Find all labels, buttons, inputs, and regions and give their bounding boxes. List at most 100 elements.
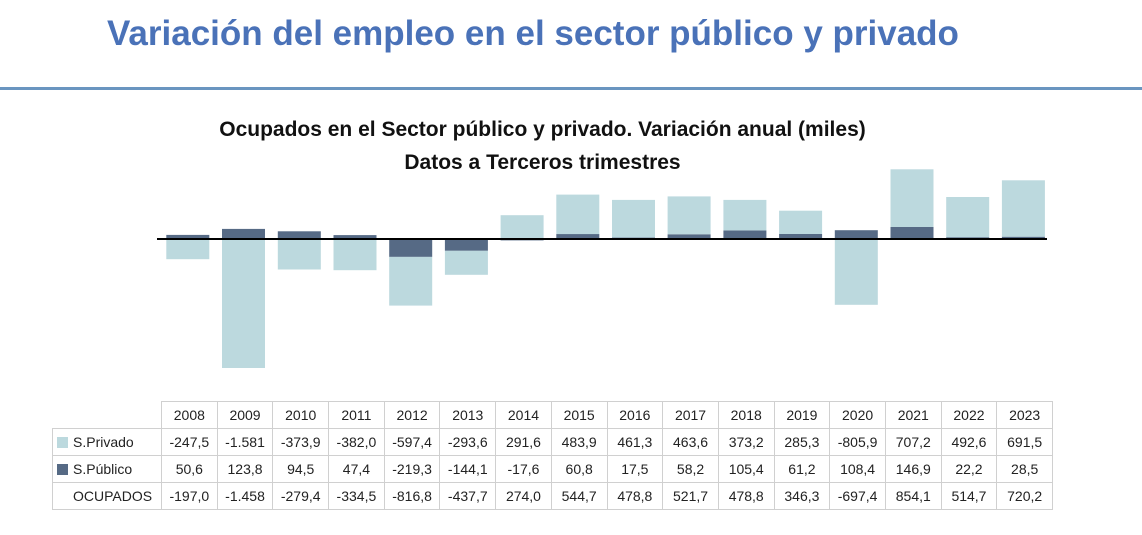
year-header: 2017 <box>662 401 719 429</box>
year-header: 2015 <box>550 401 608 429</box>
bar-privado <box>166 239 210 260</box>
legend-label: OCUPADOS <box>73 488 153 504</box>
bar-publico <box>277 231 321 239</box>
row-ocupados: OCUPADOS -197,0 -1.458 -279,4 -334,5 -816,8 -4… <box>52 482 1053 510</box>
data-cell: -334,5 <box>328 482 385 510</box>
data-cell: -697,4 <box>829 482 886 510</box>
year-header: 2013 <box>439 401 497 429</box>
data-cell: 146,9 <box>884 455 942 483</box>
bar-privado <box>890 169 934 227</box>
data-cell: -816,8 <box>383 482 441 510</box>
row-privado: S.Privado -247,5 -1.581 -373,9 -382,0 -597,4-… <box>52 428 1053 456</box>
year-header: 2019 <box>773 401 831 429</box>
row-label: OCUPADOS <box>52 482 162 510</box>
year-header: 2018 <box>717 401 775 429</box>
year-header: 2020 <box>829 401 886 429</box>
year-header: 2009 <box>216 401 274 429</box>
year-header: 2022 <box>940 401 998 429</box>
bar-publico <box>667 234 711 239</box>
data-cell: 463,6 <box>662 428 719 456</box>
data-cell: 544,7 <box>550 482 608 510</box>
legend-label: S.Público <box>73 461 133 477</box>
bar-publico <box>444 239 488 251</box>
data-cell: 274,0 <box>495 482 552 510</box>
data-cell: 108,4 <box>829 455 886 483</box>
bar-publico <box>779 234 823 239</box>
bar-privado <box>500 215 544 239</box>
bar-publico <box>723 230 767 239</box>
year-header: 2012 <box>383 401 441 429</box>
bar-publico <box>890 227 934 239</box>
bar-privado <box>1001 180 1045 237</box>
year-header: 2021 <box>884 401 942 429</box>
data-cell: -437,7 <box>439 482 497 510</box>
stacked-bar-chart <box>157 169 1047 368</box>
data-cell: -144,1 <box>439 455 497 483</box>
bar-privado <box>779 210 823 234</box>
data-cell: 461,3 <box>606 428 664 456</box>
data-cell: 123,8 <box>216 455 274 483</box>
data-cell: 854,1 <box>884 482 942 510</box>
bar-privado <box>946 197 990 238</box>
data-cell: -279,4 <box>272 482 330 510</box>
year-header: 2023 <box>996 401 1053 429</box>
data-cell: 47,4 <box>328 455 385 483</box>
bar-privado <box>723 199 767 231</box>
bar-publico <box>166 234 210 239</box>
bar-publico <box>1001 236 1045 239</box>
bar-privado <box>667 196 711 235</box>
bar-publico <box>389 239 433 257</box>
bar-privado <box>612 199 655 238</box>
legend-swatch <box>57 437 68 448</box>
bar-publico <box>834 230 878 239</box>
data-cell: -247,5 <box>161 428 218 456</box>
row-label: S.Privado <box>52 428 162 456</box>
row-publico: S.Público 50,6 123,8 94,5 47,4 -219,3 -144,1 -1… <box>52 455 1053 483</box>
data-cell: 521,7 <box>662 482 719 510</box>
data-cell: 28,5 <box>996 455 1053 483</box>
bar-privado <box>834 239 878 305</box>
data-cell: 291,6 <box>495 428 552 456</box>
data-cell: 60,8 <box>550 455 608 483</box>
data-cell: 720,2 <box>996 482 1053 510</box>
legend-swatch <box>57 464 68 475</box>
bar-privado <box>444 250 488 275</box>
data-cell: 483,9 <box>550 428 608 456</box>
page-title: Variación del empleo en el sector públic… <box>107 14 959 53</box>
data-cell: 94,5 <box>272 455 330 483</box>
data-cell: 22,2 <box>940 455 998 483</box>
bar-publico <box>556 234 600 239</box>
bar-publico <box>222 228 265 239</box>
year-header: 2016 <box>606 401 664 429</box>
year-header: 2014 <box>495 401 552 429</box>
bar-privado <box>556 194 600 235</box>
bar-privado <box>222 239 265 368</box>
data-cell: -17,6 <box>495 455 552 483</box>
data-cell: -805,9 <box>829 428 886 456</box>
data-cell: -382,0 <box>328 428 385 456</box>
data-cell: 58,2 <box>662 455 719 483</box>
bar-privado <box>333 239 377 271</box>
data-cell: -373,9 <box>272 428 330 456</box>
chart-title: Ocupados en el Sector público y privado.… <box>219 118 866 141</box>
table-header-row: 2008 2009 2010 2011 2012 2013 2014 2015 2016 2017… <box>52 401 1053 429</box>
year-header: 2010 <box>272 401 330 429</box>
table-corner <box>52 401 162 429</box>
data-cell: -197,0 <box>161 482 218 510</box>
data-cell: 346,3 <box>773 482 831 510</box>
chart-subtitle: Datos a Terceros trimestres <box>404 151 681 174</box>
year-header: 2011 <box>328 401 385 429</box>
data-cell: 105,4 <box>717 455 775 483</box>
legend-label: S.Privado <box>73 434 134 450</box>
data-cell: 492,6 <box>940 428 998 456</box>
data-cell: -1.458 <box>216 482 274 510</box>
year-header: 2008 <box>161 401 218 429</box>
data-cell: 17,5 <box>606 455 664 483</box>
bar-publico <box>333 235 377 239</box>
title-divider <box>0 87 1142 90</box>
data-cell: 478,8 <box>717 482 775 510</box>
data-cell: -293,6 <box>439 428 497 456</box>
row-label: S.Público <box>52 455 162 483</box>
data-cell: 61,2 <box>773 455 831 483</box>
data-cell: 691,5 <box>996 428 1053 456</box>
